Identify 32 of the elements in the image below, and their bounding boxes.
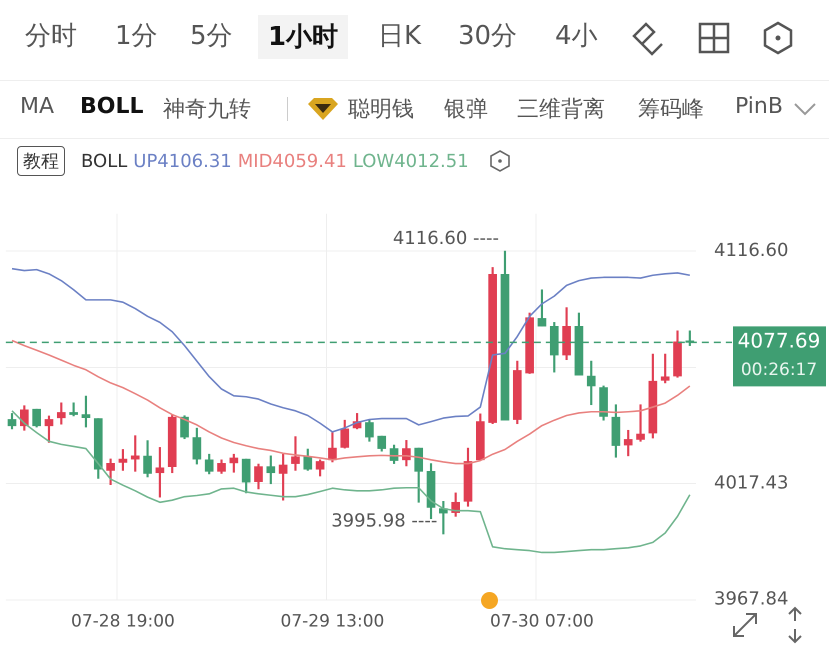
annotation: 3995.98 ---- bbox=[331, 510, 438, 532]
text: 银弹 bbox=[444, 96, 488, 124]
text: MID4059.41 bbox=[238, 150, 347, 172]
text: 5分 bbox=[190, 20, 233, 53]
text: 30分 bbox=[458, 20, 518, 53]
text: LOW4012.51 bbox=[352, 150, 469, 172]
text: 4小 bbox=[555, 20, 598, 53]
text: 筹码峰 bbox=[638, 96, 704, 124]
text: 神奇九转 bbox=[163, 96, 251, 124]
y-tick-label: 4017.43 bbox=[714, 472, 788, 494]
text: 日K bbox=[378, 20, 422, 53]
text: PinB bbox=[735, 94, 783, 119]
text: 分时 bbox=[25, 20, 77, 53]
text: 三维背离 bbox=[517, 96, 605, 124]
annotation: 4116.60 ---- bbox=[392, 228, 499, 249]
text: 1小时 bbox=[258, 15, 348, 59]
candlestick bbox=[130, 435, 140, 472]
text: BOLL bbox=[80, 94, 144, 119]
x-tick-label: 07-30 07:00 bbox=[490, 612, 594, 632]
text: 00:26:17 bbox=[740, 360, 818, 380]
y-tick-label: 4116.60 bbox=[714, 240, 788, 261]
ref-line-label: 4077.69 bbox=[738, 328, 820, 353]
candlestick bbox=[660, 354, 670, 384]
text: 1分 bbox=[115, 20, 158, 53]
legend-title: BOLL bbox=[81, 150, 128, 172]
text: 聪明钱 bbox=[348, 96, 414, 124]
x-tick-label: 07-28 19:00 bbox=[71, 612, 175, 632]
x-tick-label: 07-29 13:00 bbox=[280, 612, 384, 632]
text: MA bbox=[20, 94, 54, 119]
text: 教程 bbox=[17, 146, 65, 176]
text: UP4106.31 bbox=[133, 150, 232, 172]
y-tick-label: 3967.84 bbox=[714, 588, 788, 610]
